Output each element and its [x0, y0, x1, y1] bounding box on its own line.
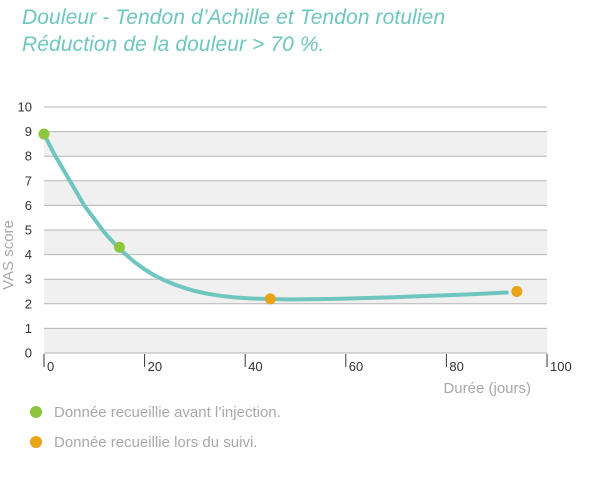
legend-item-followup: Donnée recueillie lors du suivi. — [30, 432, 281, 452]
y-tick-label: 6 — [25, 198, 32, 213]
y-tick-label: 1 — [25, 321, 32, 336]
legend-dot-followup — [30, 436, 42, 448]
legend-item-before: Donnée recueillie avant l’injection. — [30, 402, 281, 422]
y-tick-label: 0 — [25, 346, 32, 361]
x-tick-label: 20 — [148, 359, 162, 374]
x-tick-label: 40 — [248, 359, 262, 374]
grid-band — [44, 230, 547, 255]
x-tick-label: 80 — [449, 359, 463, 374]
data-point-before — [113, 241, 125, 253]
grid-band — [44, 180, 547, 206]
y-axis-label: VAS score — [0, 220, 17, 290]
data-point-followup — [511, 286, 523, 297]
y-tick-label: 9 — [25, 124, 32, 139]
legend-label-before: Donnée recueillie avant l’injection. — [54, 403, 281, 421]
legend-label-followup: Donnée recueillie lors du suivi. — [54, 433, 258, 451]
legend-dot-before — [30, 406, 42, 418]
title-line-2: Réduction de la douleur > 70 %. — [22, 33, 325, 56]
y-tick-label: 4 — [25, 247, 32, 262]
x-tick-label: 100 — [550, 359, 572, 374]
x-tick-label: 60 — [349, 359, 363, 374]
y-tick-label: 10 — [18, 100, 32, 115]
grid-band — [44, 328, 547, 353]
y-tick-label: 7 — [25, 173, 32, 188]
y-tick-label: 5 — [25, 223, 32, 238]
title-line-1: Douleur - Tendon d’Achille et Tendon rot… — [22, 6, 446, 29]
data-point-followup — [264, 293, 276, 305]
data-point-before — [38, 128, 50, 140]
x-tick-label: 0 — [47, 359, 54, 374]
chart-title: Douleur - Tendon d’Achille et Tendon rot… — [22, 4, 445, 58]
trend-curve — [42, 132, 509, 302]
y-tick-label: 2 — [25, 296, 32, 311]
legend: Donnée recueillie avant l’injection. Don… — [30, 402, 281, 462]
grid-band — [44, 131, 547, 157]
y-tick-label: 3 — [25, 272, 32, 287]
x-axis-label: Durée (jours) — [443, 380, 531, 397]
y-tick-label: 8 — [25, 149, 32, 164]
